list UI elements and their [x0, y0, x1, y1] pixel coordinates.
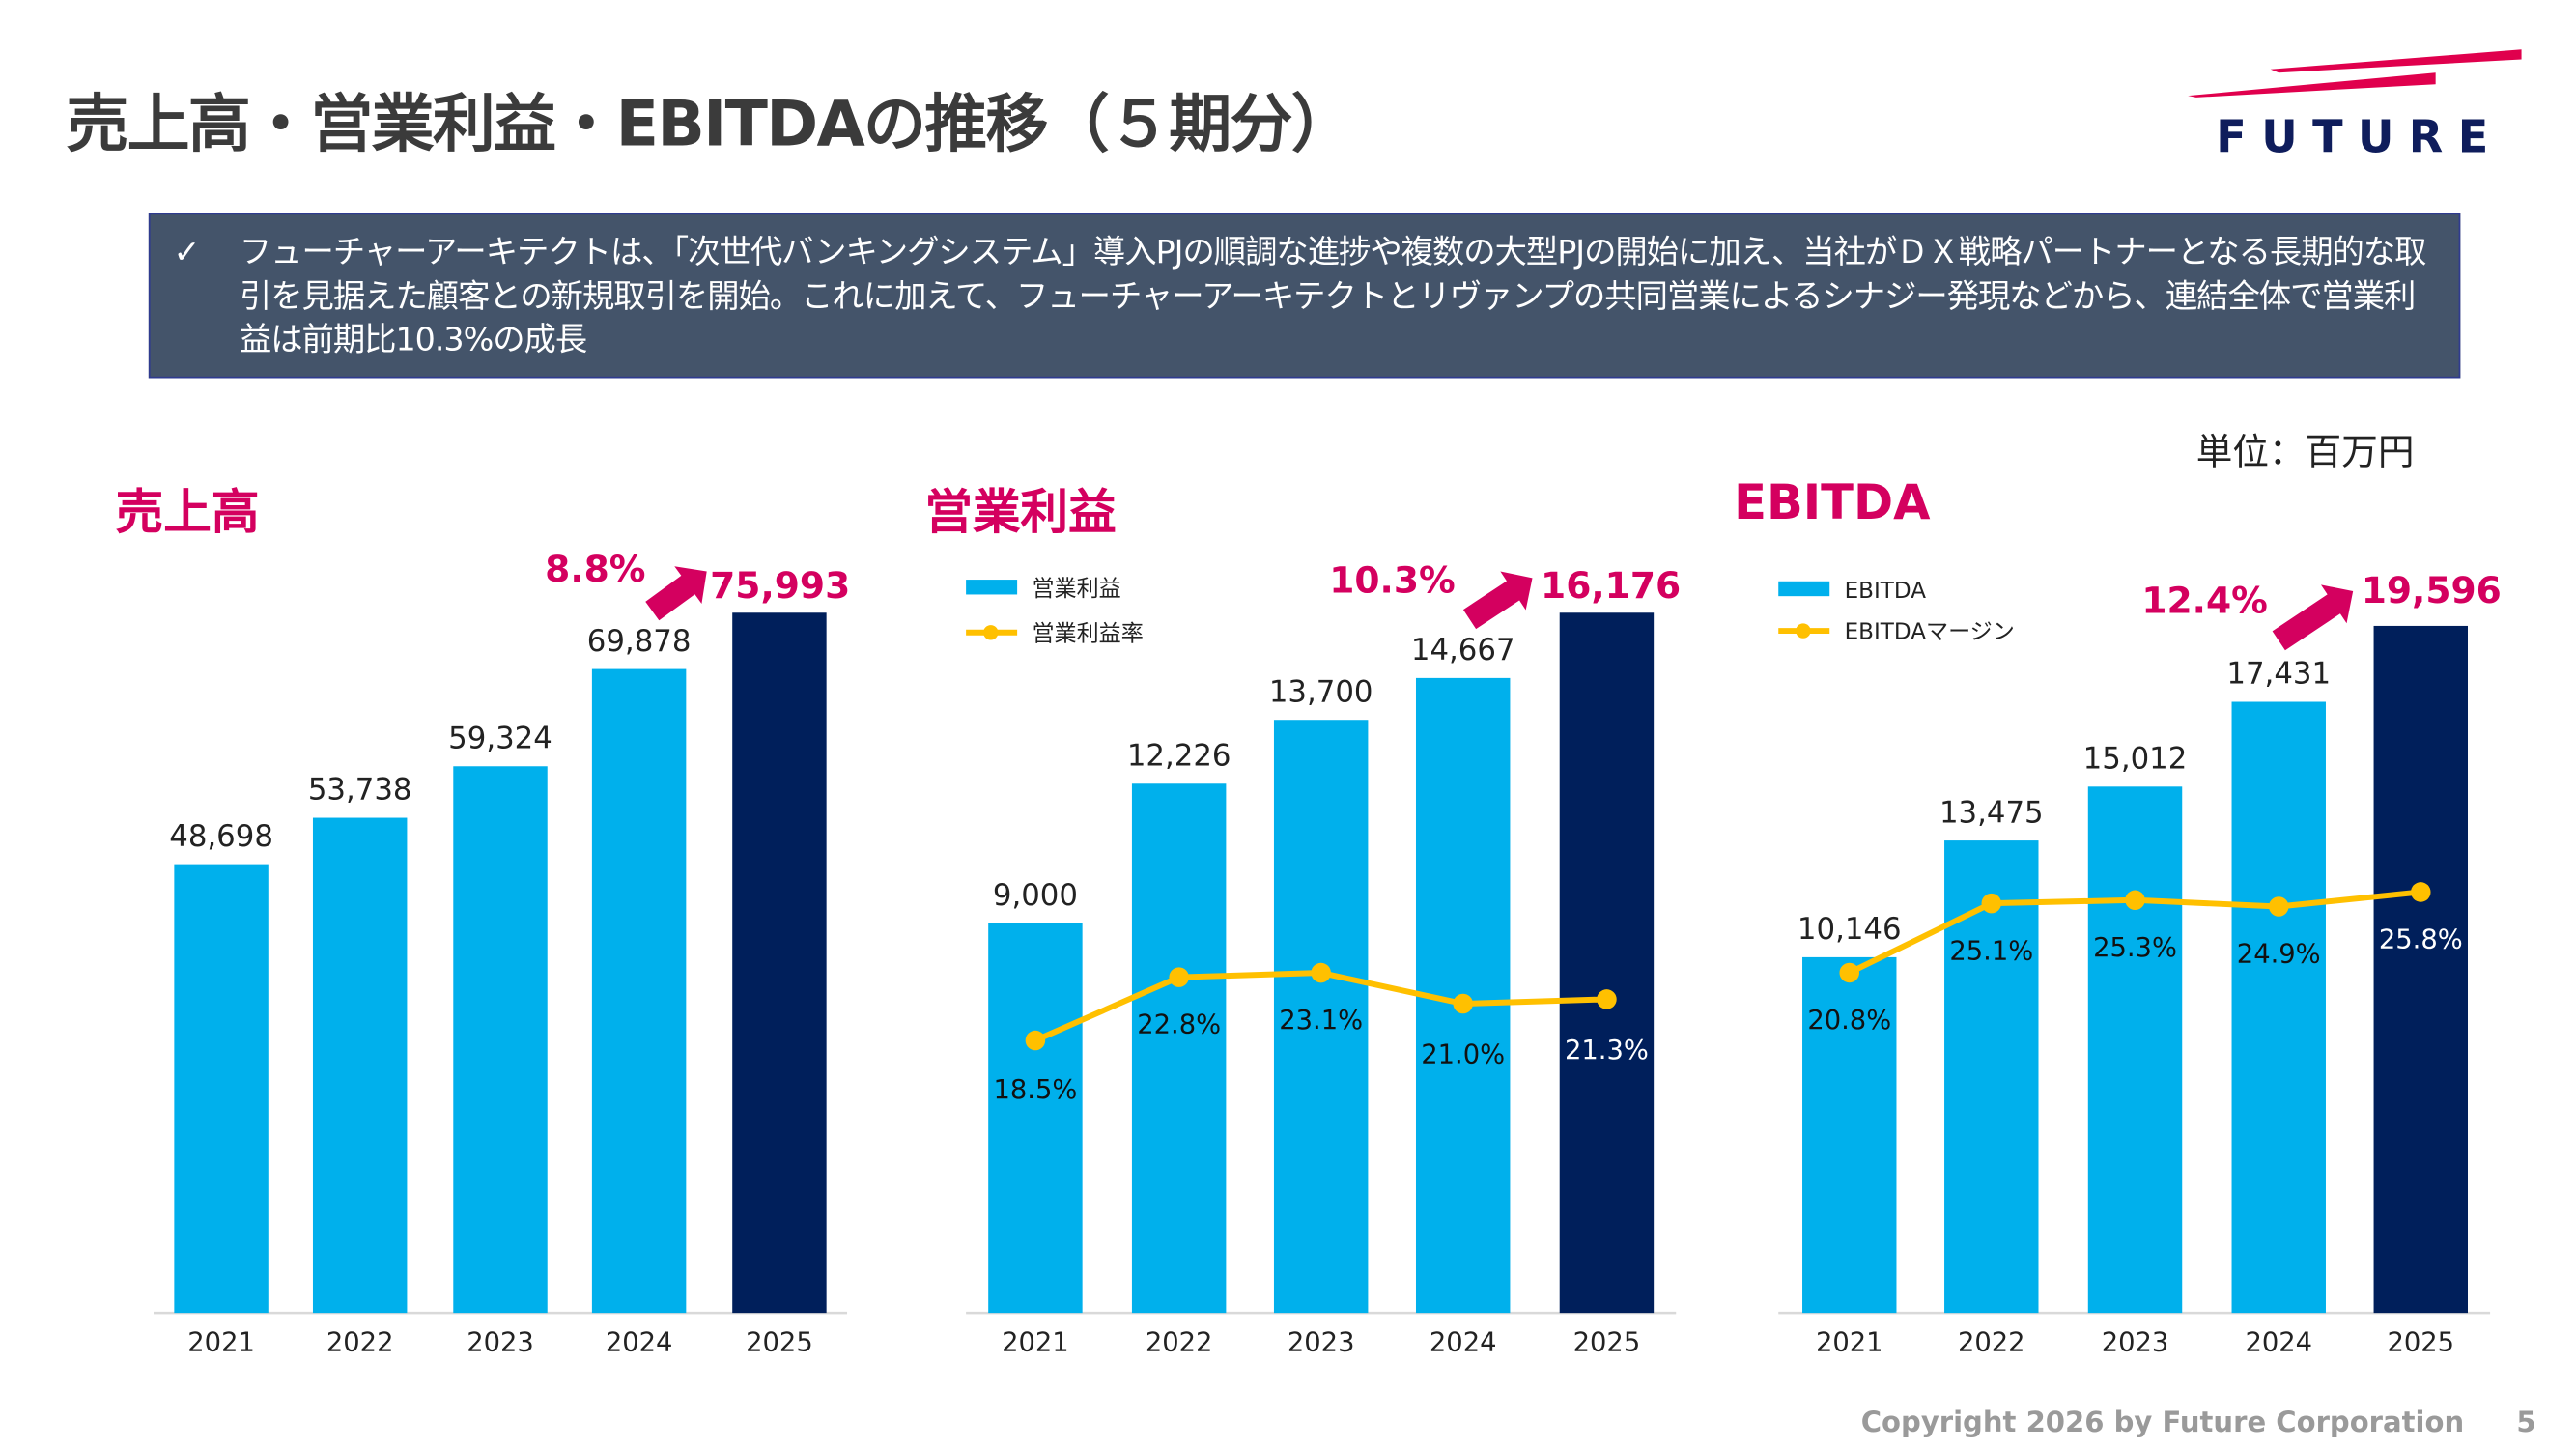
- legend-bar-swatch: [1778, 581, 1830, 597]
- growth-rate-label: 10.3%: [1329, 559, 1455, 602]
- x-tick-label: 2021: [1002, 1327, 1069, 1357]
- check-icon: ✓: [173, 233, 201, 271]
- x-tick-label: 2023: [2102, 1327, 2169, 1357]
- page-title: 売上高・営業利益・EBITDAの推移（５期分）: [66, 87, 1353, 160]
- chart-title-ebitda: EBITDA: [1734, 473, 1931, 530]
- logo-swoosh-icon: [2188, 49, 2522, 98]
- legend-line-marker: [983, 625, 999, 640]
- legend-bar-swatch: [966, 580, 1018, 595]
- x-tick-label: 2022: [326, 1327, 394, 1357]
- legend-line-label: EBITDAマージン: [1845, 620, 2015, 645]
- x-tick-label: 2023: [467, 1327, 534, 1357]
- x-tick-label: 2021: [187, 1327, 255, 1357]
- page-number: 5: [2516, 1406, 2536, 1440]
- margin-point: [1025, 1030, 1046, 1051]
- margin-label: 21.3%: [1565, 1036, 1649, 1065]
- future-logo: FUTURE: [2180, 43, 2535, 175]
- growth-rate-label: 8.8%: [545, 548, 645, 590]
- value-label: 69,878: [587, 624, 692, 659]
- bar-2024: [591, 668, 687, 1314]
- x-tick-label: 2025: [1573, 1327, 1641, 1357]
- value-label: 14,667: [1411, 633, 1515, 668]
- bar-2023: [2087, 786, 2183, 1314]
- margin-label: 25.8%: [2379, 925, 2463, 955]
- bar-2025: [2373, 625, 2468, 1314]
- bar-2025: [732, 612, 827, 1314]
- value-label: 53,738: [308, 773, 412, 808]
- growth-arrow-icon: [645, 566, 707, 621]
- value-label: 17,431: [2226, 657, 2331, 692]
- margin-label: 20.8%: [1807, 1006, 1891, 1036]
- latest-value-label: 19,596: [2362, 569, 2502, 611]
- margin-label: 18.5%: [993, 1075, 1077, 1105]
- x-tick-label: 2021: [1816, 1327, 1883, 1357]
- x-tick-label: 2025: [746, 1327, 813, 1357]
- x-tick-label: 2023: [1288, 1327, 1355, 1357]
- margin-point: [2268, 896, 2289, 917]
- chart-title-operating-profit: 営業利益: [924, 483, 1117, 541]
- margin-label: 25.3%: [2093, 933, 2177, 963]
- x-tick-label: 2024: [2245, 1327, 2312, 1357]
- margin-label: 23.1%: [1279, 1006, 1363, 1036]
- legend-bar-label: EBITDA: [1845, 579, 1927, 604]
- legend-bar-label: 営業利益: [1033, 577, 1121, 602]
- growth-arrow-icon: [2272, 584, 2354, 651]
- bar-2022: [1131, 783, 1227, 1314]
- margin-point: [2411, 882, 2431, 902]
- value-label: 59,324: [448, 721, 552, 755]
- margin-point: [1311, 962, 1331, 983]
- bar-2023: [1273, 720, 1369, 1314]
- x-tick-label: 2024: [606, 1327, 673, 1357]
- chart-title-sales: 売上高: [115, 483, 260, 541]
- margin-point: [1597, 989, 1617, 1009]
- margin-label: 21.0%: [1421, 1040, 1505, 1070]
- logo-text: FUTURE: [2216, 112, 2504, 164]
- bar-2024: [2231, 701, 2326, 1314]
- x-tick-label: 2024: [1430, 1327, 1497, 1357]
- latest-value-label: 16,176: [1541, 564, 1681, 607]
- value-label: 12,226: [1127, 738, 1231, 773]
- copyright: Copyright 2026 by Future Corporation: [1860, 1406, 2465, 1440]
- growth-arrow-icon: [1462, 571, 1533, 630]
- value-label: 13,700: [1269, 674, 1373, 709]
- bar-2021: [1802, 956, 1897, 1314]
- bar-2025: [1559, 612, 1655, 1314]
- margin-point: [2125, 890, 2145, 911]
- margin-label: 25.1%: [1949, 936, 2033, 966]
- unit-label: 単位：百万円: [2195, 432, 2415, 474]
- growth-rate-label: 12.4%: [2141, 579, 2267, 621]
- bar-2021: [174, 864, 269, 1314]
- margin-point: [1169, 967, 1189, 987]
- legend-line-label: 営業利益率: [1033, 621, 1144, 646]
- margin-point: [1453, 993, 1473, 1014]
- value-label: 15,012: [2083, 741, 2188, 776]
- bar-2021: [988, 923, 1083, 1314]
- value-label: 9,000: [993, 878, 1078, 913]
- value-label: 13,475: [1939, 795, 2044, 830]
- value-label: 10,146: [1798, 912, 1902, 947]
- margin-label: 24.9%: [2237, 940, 2321, 970]
- summary-box: ✓ フューチャーアーキテクトは、「次世代バンキングシステム」導入PJの順調な進捗…: [148, 213, 2461, 379]
- bar-2022: [312, 817, 408, 1314]
- bar-2023: [453, 766, 548, 1314]
- margin-point: [1839, 962, 1860, 983]
- legend-line-marker: [1796, 623, 1811, 639]
- summary-text: フューチャーアーキテクトは、「次世代バンキングシステム」導入PJの順調な進捗や複…: [239, 233, 2427, 358]
- margin-point: [1981, 893, 2002, 914]
- x-tick-label: 2025: [2387, 1327, 2454, 1357]
- x-tick-label: 2022: [1146, 1327, 1213, 1357]
- margin-label: 22.8%: [1137, 1010, 1221, 1040]
- value-label: 48,698: [169, 819, 273, 854]
- x-tick-label: 2022: [1958, 1327, 2025, 1357]
- latest-value-label: 75,993: [710, 564, 850, 607]
